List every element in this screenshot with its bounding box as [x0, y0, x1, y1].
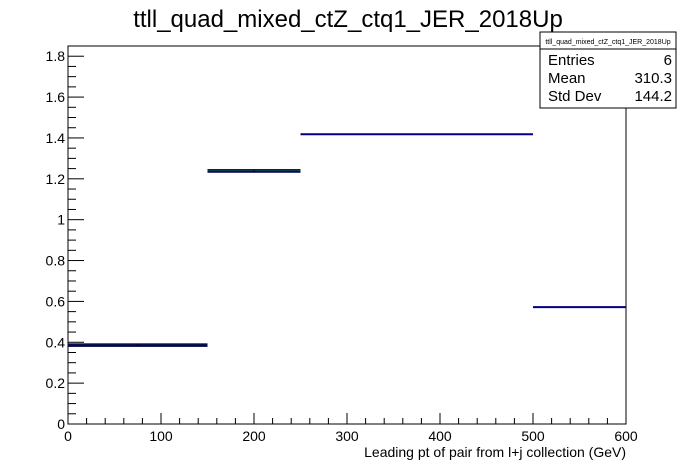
stats-mean-value: 310.3: [634, 70, 672, 87]
y-tick-label: 1: [57, 212, 65, 228]
y-tick-label: 0: [57, 416, 65, 432]
stats-box: ttll_quad_mixed_ctZ_ctq1_JER_2018Up Entr…: [539, 31, 677, 109]
y-axis: 0 0.2 0.4 0.6 0.8 1 1.2 1.4 1.6 1.8: [46, 45, 84, 432]
x-tick-label: 500: [521, 428, 545, 444]
stats-entries-label: Entries: [548, 52, 595, 69]
y-tick-label: 1.2: [46, 171, 66, 187]
y-tick-label: 0.2: [46, 375, 66, 391]
stats-box-title: ttll_quad_mixed_ctZ_ctq1_JER_2018Up: [545, 39, 670, 46]
x-tick-label: 400: [428, 428, 452, 444]
x-axis: 0 100 200 300 400 500 600: [64, 413, 638, 444]
histogram-bins: [68, 133, 626, 347]
y-tick-label: 0.6: [46, 293, 66, 309]
y-tick-label: 0.4: [46, 334, 66, 350]
y-tick-label: 1.4: [46, 130, 66, 146]
x-tick-label: 200: [242, 428, 266, 444]
histogram-bin-0: [68, 343, 208, 347]
stats-entries-value: 6: [664, 52, 672, 69]
stats-stddev-value: 144.2: [634, 88, 672, 105]
x-axis-label: Leading pt of pair from l+j collection (…: [364, 444, 626, 460]
stats-mean-label: Mean: [548, 70, 586, 87]
y-tick-label: 1.6: [46, 89, 66, 105]
stats-box-frame: [539, 31, 677, 109]
x-tick-label: 0: [64, 428, 72, 444]
x-tick-label: 100: [149, 428, 173, 444]
x-tick-label: 600: [614, 428, 638, 444]
y-tick-label: 0.8: [46, 253, 66, 269]
y-tick-label: 1.8: [46, 48, 66, 64]
stats-stddev-label: Std Dev: [548, 88, 602, 105]
chart-title: ttll_quad_mixed_ctZ_ctq1_JER_2018Up: [133, 6, 563, 33]
x-tick-label: 300: [335, 428, 359, 444]
histogram-bin-1: [207, 169, 301, 173]
